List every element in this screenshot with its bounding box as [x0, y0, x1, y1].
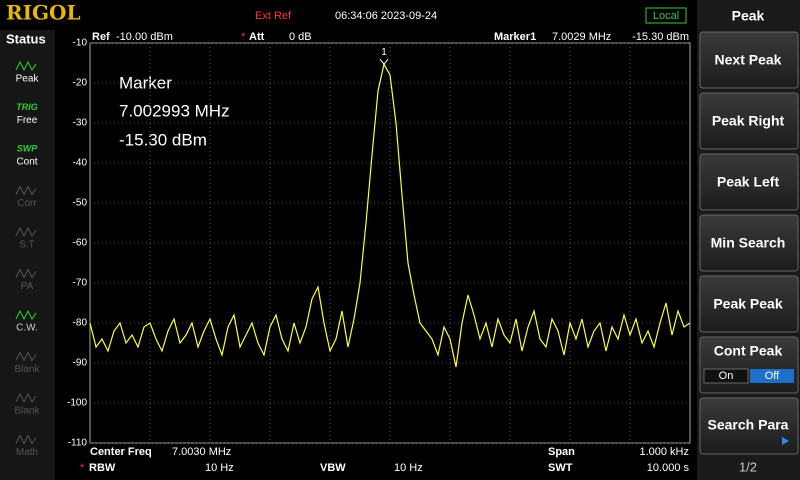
status-icon — [15, 185, 37, 196]
menu-button[interactable] — [699, 31, 799, 89]
ref-label: Ref — [92, 31, 110, 43]
cont-peak[interactable]: Cont Peak On Off — [699, 336, 799, 394]
center: 7.0030 MHz — [172, 446, 231, 458]
status-label: Math — [16, 447, 38, 458]
status-panel — [0, 30, 55, 480]
menu-button[interactable] — [699, 153, 799, 211]
status-label: Blank — [14, 406, 40, 417]
rbw: 10 Hz — [205, 462, 234, 474]
menu-button-label[interactable]: Peak Left — [717, 174, 780, 190]
remote: Local — [653, 10, 679, 22]
status-label: Peak — [16, 74, 40, 85]
on-box — [703, 368, 749, 384]
status-label: C.W. — [16, 323, 38, 334]
y-tick-label: -10 — [73, 38, 88, 49]
status-top: TRIG — [16, 102, 38, 112]
status-title: Status — [6, 31, 46, 46]
y-tick-label: -50 — [73, 198, 88, 209]
status-label: Blank — [14, 364, 40, 375]
status-icon — [15, 226, 37, 238]
y-tick-label: -70 — [73, 278, 88, 289]
marker-box-amp: -15.30 dBm — [119, 130, 207, 149]
menu-button-label[interactable]: Peak Peak — [713, 296, 782, 312]
off-box — [750, 369, 794, 383]
y-tick-label: -40 — [73, 158, 88, 169]
rbw-label: RBW — [89, 462, 116, 474]
status-label: PA — [21, 281, 34, 292]
search-para[interactable]: Search Para — [699, 397, 799, 455]
att-star: * — [241, 31, 246, 43]
menu-title: Peak — [732, 8, 765, 24]
swt: 10.000 s — [647, 462, 690, 474]
cont-peak-label: Cont Peak — [714, 343, 783, 359]
vbw: 10 Hz — [394, 462, 423, 474]
menu-button[interactable] — [699, 275, 799, 333]
marker-number: 1 — [381, 47, 387, 58]
span: 1.000 kHz — [639, 446, 689, 458]
y-tick-label: -80 — [73, 318, 88, 329]
y-tick-label: -30 — [73, 118, 88, 129]
status-icon — [15, 392, 37, 404]
status-icon — [15, 434, 37, 445]
status-icon — [15, 60, 37, 72]
y-tick-label: -20 — [73, 78, 88, 89]
marker-box-freq: 7.002993 MHz — [119, 101, 230, 120]
att-label: Att — [249, 31, 265, 43]
menu-button-label[interactable]: Next Peak — [715, 52, 782, 68]
marker-freq: 7.0029 MHz — [552, 31, 611, 43]
ref: -10.00 dBm — [116, 31, 173, 43]
remote-box — [645, 7, 687, 24]
y-tick-label: -90 — [73, 358, 88, 369]
on: On — [719, 370, 734, 382]
page: 1/2 — [739, 459, 757, 474]
att: 0 dB — [289, 31, 312, 43]
search-para-label: Search Para — [708, 417, 789, 433]
marker-label: Marker1 — [494, 31, 536, 43]
menu-button-label[interactable]: Peak Right — [712, 113, 785, 129]
ext-ref: Ext Ref — [255, 10, 292, 22]
status-icon — [15, 351, 37, 362]
status-label: Corr — [17, 198, 37, 209]
menu-button[interactable] — [699, 92, 799, 150]
rbw-star: * — [80, 462, 85, 474]
search-para-button[interactable] — [699, 397, 799, 455]
y-tick-label: -100 — [67, 398, 87, 409]
marker-box-title: Marker — [119, 73, 172, 92]
status-icon — [15, 268, 37, 279]
status-icon — [15, 309, 37, 321]
center-label: Center Freq — [90, 446, 152, 458]
marker-amp: -15.30 dBm — [632, 31, 689, 43]
status-top: SWP — [17, 143, 38, 153]
y-tick-label: -110 — [68, 438, 88, 449]
status-label: Cont — [16, 157, 37, 168]
y-tick-label: -60 — [73, 238, 88, 249]
status-label: S.T — [19, 240, 35, 251]
status-label: Free — [17, 115, 38, 126]
datetime: 06:34:06 2023-09-24 — [335, 10, 437, 22]
brand: RIGOL — [6, 1, 81, 25]
arrow — [782, 437, 789, 445]
vbw-label: VBW — [320, 462, 346, 474]
menu-button[interactable] — [699, 214, 799, 272]
off: Off — [765, 370, 780, 382]
menu-button-label[interactable]: Min Search — [711, 235, 786, 251]
marker — [379, 58, 389, 66]
swt-label: SWT — [548, 462, 573, 474]
trace — [89, 62, 691, 368]
span-label: Span — [548, 446, 575, 458]
